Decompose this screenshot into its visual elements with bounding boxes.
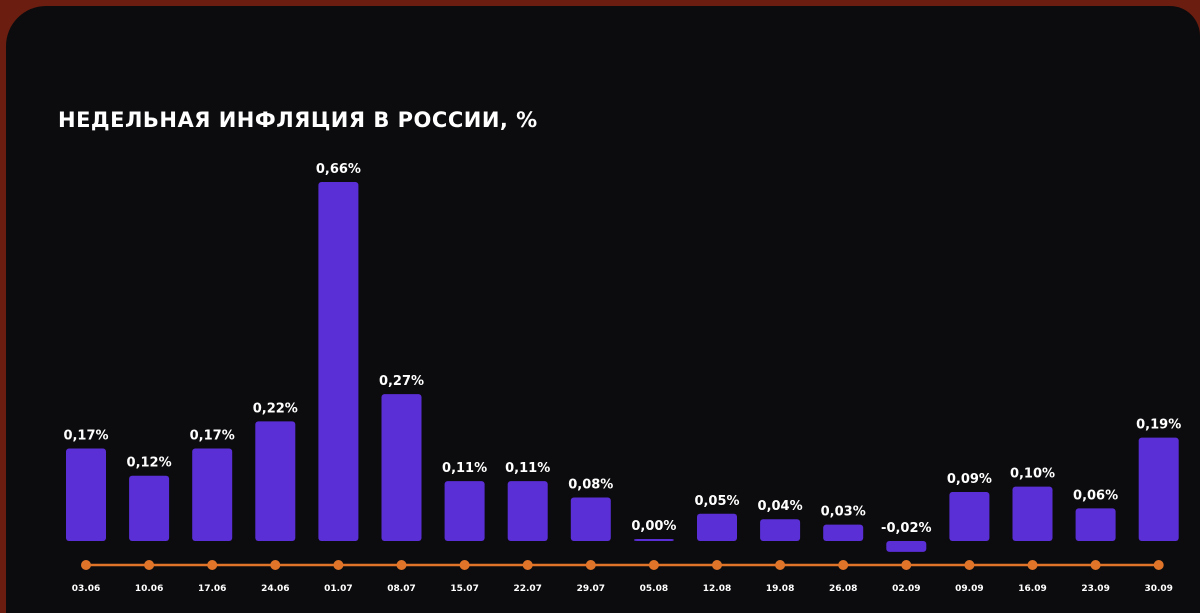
value-label-12.08: 0,05% bbox=[694, 494, 739, 509]
timeline-dot-03.06 bbox=[81, 560, 91, 570]
timeline-dot-19.08 bbox=[775, 560, 786, 570]
tick-label-12.08: 12.08 bbox=[703, 584, 731, 594]
value-label-15.07: 0,11% bbox=[442, 461, 487, 476]
tick-label-15.07: 15.07 bbox=[450, 584, 478, 594]
value-label-02.09: -0,02% bbox=[881, 521, 932, 536]
bar-15.07 bbox=[444, 481, 485, 541]
timeline-dot-10.06 bbox=[144, 560, 155, 570]
bar-22.07 bbox=[507, 481, 548, 541]
tick-label-09.09: 09.09 bbox=[955, 584, 983, 594]
bar-24.06 bbox=[255, 421, 296, 541]
bar-02.09 bbox=[886, 541, 927, 552]
tick-label-17.06: 17.06 bbox=[198, 584, 226, 594]
value-label-08.07: 0,27% bbox=[379, 374, 424, 389]
value-label-22.07: 0,11% bbox=[505, 461, 550, 476]
timeline-dot-23.09 bbox=[1090, 560, 1101, 570]
bar-17.06 bbox=[192, 448, 233, 541]
timeline-dot-30.09 bbox=[1153, 560, 1164, 570]
timeline-dot-29.07 bbox=[585, 560, 596, 570]
tick-label-22.07: 22.07 bbox=[513, 584, 541, 594]
bar-12.08 bbox=[697, 513, 737, 541]
bar-29.07 bbox=[570, 497, 611, 541]
timeline-dot-15.07 bbox=[459, 560, 470, 570]
value-label-17.06: 0,17% bbox=[190, 429, 235, 444]
timeline-dot-09.09 bbox=[964, 560, 975, 570]
tick-label-05.08: 05.08 bbox=[640, 584, 668, 594]
bar-30.09 bbox=[1138, 437, 1179, 541]
timeline-dot-16.09 bbox=[1027, 560, 1038, 570]
value-label-01.07: 0,66% bbox=[316, 162, 361, 177]
value-label-09.09: 0,09% bbox=[947, 472, 992, 487]
value-label-03.06: 0,17% bbox=[63, 429, 108, 444]
value-label-30.09: 0,19% bbox=[1136, 418, 1181, 433]
tick-label-08.07: 08.07 bbox=[387, 584, 415, 594]
tick-label-26.08: 26.08 bbox=[829, 584, 857, 594]
timeline-dot-24.06 bbox=[270, 560, 281, 570]
bar-09.09 bbox=[949, 492, 990, 541]
bar-10.06 bbox=[129, 475, 170, 541]
bar-01.07 bbox=[318, 181, 359, 541]
tick-label-16.09: 16.09 bbox=[1018, 584, 1046, 594]
value-label-10.06: 0,12% bbox=[127, 456, 172, 471]
value-label-05.08: 0,00% bbox=[631, 519, 676, 534]
bar-19.08 bbox=[760, 519, 801, 541]
value-label-24.06: 0,22% bbox=[253, 401, 298, 416]
timeline-dot-05.08 bbox=[648, 560, 659, 570]
tick-label-10.06: 10.06 bbox=[135, 584, 163, 594]
chart-title: НЕДЕЛЬНАЯ ИНФЛЯЦИЯ В РОССИИ, % bbox=[58, 108, 538, 132]
tick-label-19.08: 19.08 bbox=[766, 584, 794, 594]
value-label-26.08: 0,03% bbox=[821, 505, 866, 520]
tick-label-24.06: 24.06 bbox=[261, 584, 289, 594]
timeline-dot-22.07 bbox=[522, 560, 533, 570]
value-label-19.08: 0,04% bbox=[758, 499, 803, 514]
timeline-dot-26.08 bbox=[838, 560, 849, 570]
tick-label-30.09: 30.09 bbox=[1144, 584, 1172, 594]
timeline-dot-08.07 bbox=[396, 560, 407, 570]
timeline-dot-02.09 bbox=[901, 560, 912, 570]
value-label-16.09: 0,10% bbox=[1010, 467, 1055, 482]
timeline-dot-12.08 bbox=[712, 560, 722, 570]
timeline-dot-17.06 bbox=[207, 560, 218, 570]
bar-26.08 bbox=[823, 524, 864, 541]
tick-label-03.06: 03.06 bbox=[72, 584, 100, 594]
labels-layer: 0,17% 03.06 0,12% 10.06 0,17% 17.06 0,22% 24.06… bbox=[63, 162, 1181, 594]
timeline-layer bbox=[81, 560, 1164, 570]
tick-label-23.09: 23.09 bbox=[1081, 584, 1109, 594]
value-label-23.09: 0,06% bbox=[1073, 488, 1118, 503]
tick-label-02.09: 02.09 bbox=[892, 584, 920, 594]
bar-23.09 bbox=[1075, 508, 1116, 541]
tick-label-01.07: 01.07 bbox=[324, 584, 352, 594]
bar-16.09 bbox=[1012, 486, 1053, 541]
bar-08.07 bbox=[381, 394, 422, 541]
value-label-29.07: 0,08% bbox=[568, 477, 613, 492]
tick-label-29.07: 29.07 bbox=[577, 584, 605, 594]
bars-layer bbox=[66, 181, 1179, 552]
bar-05.08 bbox=[633, 539, 674, 541]
timeline-dot-01.07 bbox=[333, 560, 344, 570]
bar-03.06 bbox=[66, 448, 106, 541]
